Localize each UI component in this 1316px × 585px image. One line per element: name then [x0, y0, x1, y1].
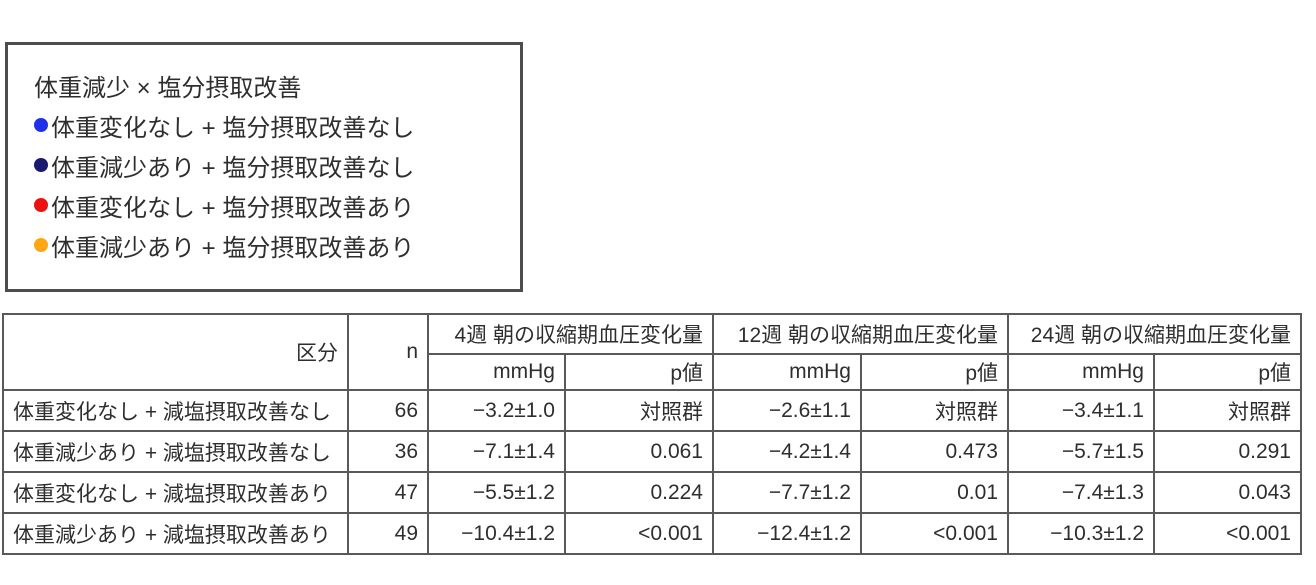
- mmhg-cell-week12: −7.7±1.2: [712, 471, 862, 514]
- n-cell: 36: [347, 430, 429, 473]
- row-label-cell: 体重変化なし + 減塩摂取改善なし: [2, 389, 349, 432]
- mmhg-cell-week4: −3.2±1.0: [427, 389, 566, 432]
- n-cell: 49: [347, 512, 429, 555]
- mmhg-cell-week24: −7.4±1.3: [1007, 471, 1155, 514]
- col-header-n: n: [347, 313, 429, 391]
- legend-item: 体重減少あり + 塩分摂取改善あり: [34, 225, 520, 265]
- col-header-pvalue-week24: p値: [1153, 353, 1302, 391]
- mmhg-cell-week4: −7.1±1.4: [427, 430, 566, 473]
- legend-item-label: 体重減少あり + 塩分摂取改善あり: [51, 234, 415, 262]
- col-header-pvalue-week12: p値: [860, 353, 1009, 391]
- p-value-cell-week12: 0.01: [860, 471, 1009, 514]
- legend-item-label: 体重変化なし + 塩分摂取改善あり: [51, 194, 415, 222]
- p-value-cell-week4: 0.224: [564, 471, 714, 514]
- row-label-cell: 体重減少あり + 減塩摂取改善あり: [2, 512, 349, 555]
- col-header-category: 区分: [2, 313, 349, 391]
- n-cell: 47: [347, 471, 429, 514]
- table-row: 体重変化なし + 減塩摂取改善なし 66 −3.2±1.0 対照群 −2.6±1…: [2, 389, 1302, 432]
- table-header-row-units: mmHg p値 mmHg p値 mmHg p値: [3, 353, 1302, 391]
- row-label-cell: 体重減少あり + 減塩摂取改善なし: [2, 430, 349, 473]
- p-value-cell-week24: <0.001: [1153, 512, 1302, 555]
- legend-item-label: 体重減少あり + 塩分摂取改善なし: [51, 154, 415, 182]
- legend-box: 体重減少 × 塩分摂取改善 体重変化なし + 塩分摂取改善なし 体重減少あり +…: [5, 42, 523, 292]
- legend-item: 体重変化なし + 塩分摂取改善なし: [34, 105, 520, 145]
- legend-bullet-icon: [34, 198, 48, 212]
- mmhg-cell-week24: −3.4±1.1: [1007, 389, 1155, 432]
- p-value-cell-week4: <0.001: [564, 512, 714, 555]
- col-header-mmhg-week4: mmHg: [427, 353, 566, 391]
- p-value-cell-week4: 対照群: [564, 389, 714, 432]
- mmhg-cell-week24: −10.3±1.2: [1007, 512, 1155, 555]
- legend-title: 体重減少 × 塩分摂取改善: [34, 65, 520, 105]
- legend-title-label: 体重減少 × 塩分摂取改善: [34, 74, 302, 102]
- p-value-cell-week12: 0.473: [860, 430, 1009, 473]
- col-header-mmhg-week24: mmHg: [1007, 353, 1155, 391]
- mmhg-cell-week12: −2.6±1.1: [712, 389, 862, 432]
- legend-bullet-icon: [34, 118, 48, 132]
- table-row: 体重減少あり + 減塩摂取改善あり 49 −10.4±1.2 <0.001 −1…: [2, 512, 1302, 555]
- p-value-cell-week24: 0.291: [1153, 430, 1302, 473]
- mmhg-cell-week12: −12.4±1.2: [712, 512, 862, 555]
- group-header-week4: 4週 朝の収縮期血圧変化量: [427, 313, 714, 355]
- legend-item: 体重減少あり + 塩分摂取改善なし: [34, 145, 520, 185]
- table-row: 体重減少あり + 減塩摂取改善なし 36 −7.1±1.4 0.061 −4.2…: [2, 430, 1302, 473]
- results-table: 区分 n 4週 朝の収縮期血圧変化量 12週 朝の収縮期血圧変化量 24週 朝の…: [2, 313, 1302, 555]
- group-header-week12: 12週 朝の収縮期血圧変化量: [712, 313, 1009, 355]
- p-value-cell-week4: 0.061: [564, 430, 714, 473]
- mmhg-cell-week12: −4.2±1.4: [712, 430, 862, 473]
- p-value-cell-week24: 対照群: [1153, 389, 1302, 432]
- legend-bullet-icon: [34, 158, 48, 172]
- p-value-cell-week12: 対照群: [860, 389, 1009, 432]
- col-header-pvalue-week4: p値: [564, 353, 714, 391]
- table-row: 体重変化なし + 減塩摂取改善あり 47 −5.5±1.2 0.224 −7.7…: [2, 471, 1302, 514]
- legend-bullet-icon: [34, 238, 48, 252]
- col-header-mmhg-week12: mmHg: [712, 353, 862, 391]
- legend-item-label: 体重変化なし + 塩分摂取改善なし: [51, 114, 415, 142]
- group-header-week24: 24週 朝の収縮期血圧変化量: [1007, 313, 1302, 355]
- legend-item: 体重変化なし + 塩分摂取改善あり: [34, 185, 520, 225]
- n-cell: 66: [347, 389, 429, 432]
- mmhg-cell-week24: −5.7±1.5: [1007, 430, 1155, 473]
- mmhg-cell-week4: −10.4±1.2: [427, 512, 566, 555]
- row-label-cell: 体重変化なし + 減塩摂取改善あり: [2, 471, 349, 514]
- table-header-row-groups: 区分 n 4週 朝の収縮期血圧変化量 12週 朝の収縮期血圧変化量 24週 朝の…: [2, 313, 1302, 391]
- mmhg-cell-week4: −5.5±1.2: [427, 471, 566, 514]
- p-value-cell-week24: 0.043: [1153, 471, 1302, 514]
- p-value-cell-week12: <0.001: [860, 512, 1009, 555]
